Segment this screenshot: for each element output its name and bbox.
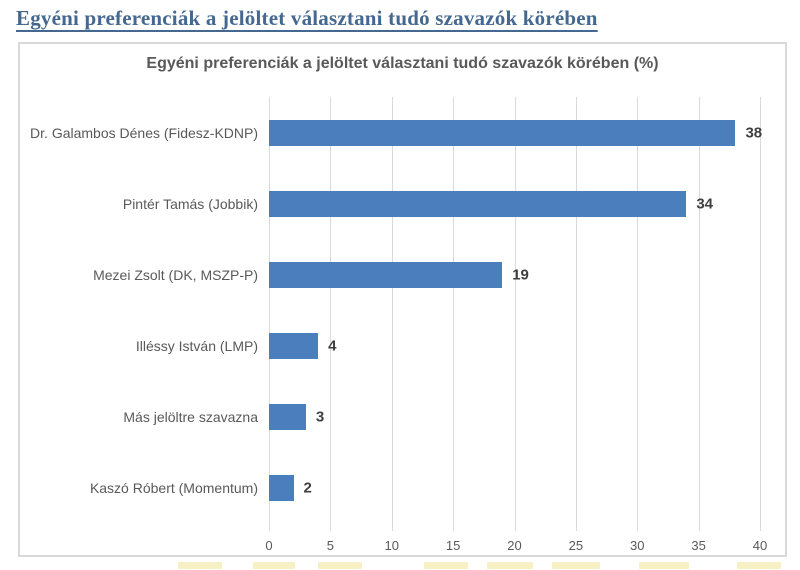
- bar: [269, 333, 319, 360]
- highlight-artifact: [424, 562, 468, 569]
- chart-frame: Egyéni preferenciák a jelöltet választan…: [18, 42, 787, 557]
- highlight-artifact: [639, 562, 689, 569]
- page-title: Egyéni preferenciák a jelöltet választan…: [16, 6, 598, 30]
- highlight-artifact: [552, 562, 600, 569]
- value-label: 38: [745, 124, 763, 142]
- value-label: 3: [315, 408, 325, 426]
- bar: [269, 404, 306, 431]
- gridline-x-25: [575, 97, 577, 531]
- x-tick-label: 40: [752, 538, 768, 553]
- x-tick-label: 10: [384, 538, 399, 553]
- x-tick-label: 25: [568, 538, 584, 553]
- highlight-artifact: [253, 562, 295, 569]
- x-tick-label: 5: [326, 538, 334, 553]
- x-tick-label: 15: [445, 538, 461, 553]
- bar: [269, 190, 687, 217]
- gridline-x-30: [637, 97, 639, 531]
- category-label: Pintér Tamás (Jobbik): [122, 195, 258, 212]
- category-label: Kaszó Róbert (Momentum): [89, 480, 258, 497]
- highlight-artifact: [487, 562, 533, 569]
- x-tick-label: 35: [691, 538, 706, 553]
- gridline-x-10: [391, 97, 393, 531]
- category-label: Dr. Galambos Dénes (Fidesz-KDNP): [30, 124, 258, 141]
- highlight-artifact: [178, 562, 222, 569]
- chart-title: Egyéni preferenciák a jelöltet választan…: [146, 55, 659, 72]
- gridline-x-35: [698, 97, 700, 531]
- bar: [269, 475, 294, 502]
- category-label: Mezei Zsolt (DK, MSZP-P): [93, 266, 258, 283]
- category-label: Illéssy István (LMP): [135, 338, 258, 355]
- gridline-x-20: [514, 97, 516, 531]
- value-label: 19: [512, 266, 529, 284]
- plot-area: 0 5 10 15 20 25 30 35 40 Dr. Galambos Dénes (Fide…: [30, 97, 767, 553]
- category-label: Más jelöltre szavazna: [123, 409, 258, 426]
- value-label: 34: [696, 195, 714, 213]
- value-label: 4: [328, 337, 337, 355]
- bar: [269, 119, 736, 146]
- highlight-artifact: [737, 562, 781, 569]
- value-label: 2: [303, 479, 312, 497]
- x-tick-label: 30: [630, 538, 645, 553]
- gridline-x-0: [269, 97, 270, 531]
- gridline-x-15: [453, 97, 455, 531]
- gridline-x-40: [760, 97, 761, 531]
- x-tick-label: 0: [265, 538, 273, 553]
- x-tick-label: 20: [507, 538, 522, 553]
- highlight-artifact: [318, 562, 362, 569]
- gridline-x-5: [330, 97, 332, 531]
- bar: [269, 261, 503, 288]
